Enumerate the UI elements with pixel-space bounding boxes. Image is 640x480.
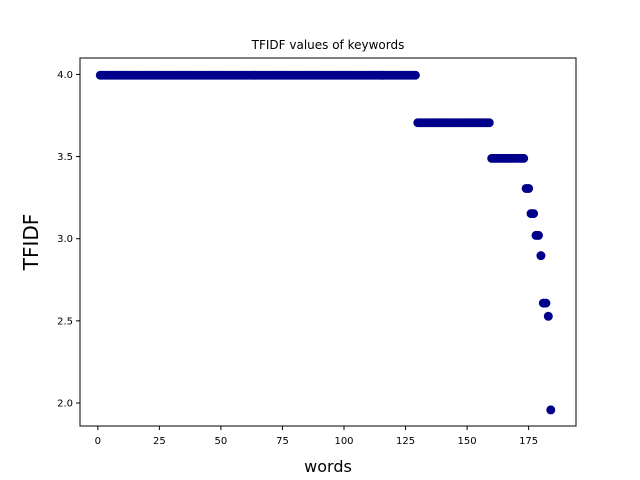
- x-tick-label: 0: [95, 436, 101, 447]
- data-point: [533, 230, 543, 240]
- chart-title: TFIDF values of keywords: [251, 38, 405, 52]
- x-tick-label: 175: [519, 436, 538, 447]
- data-points: [95, 70, 556, 415]
- y-tick-label: 4.0: [57, 70, 73, 81]
- data-point: [543, 311, 553, 321]
- data-point: [536, 251, 546, 261]
- data-point: [519, 153, 529, 163]
- x-tick-label: 75: [276, 436, 289, 447]
- y-tick-label: 2.5: [57, 316, 73, 327]
- y-tick-label: 3.5: [57, 152, 73, 163]
- y-axis: 2.0 2.5 3.0 3.5 4.0: [57, 70, 80, 410]
- x-tick-label: 125: [396, 436, 415, 447]
- data-point: [524, 183, 534, 193]
- x-tick-label: 50: [215, 436, 228, 447]
- data-point: [484, 118, 494, 128]
- y-tick-label: 3.0: [57, 234, 73, 245]
- x-axis: 0 25 50 75 100 125 150 175: [95, 426, 538, 447]
- x-tick-label: 100: [334, 436, 353, 447]
- x-axis-label: words: [304, 457, 352, 476]
- data-point: [529, 209, 539, 219]
- y-tick-label: 2.0: [57, 399, 73, 410]
- data-point: [410, 70, 420, 80]
- data-point: [541, 298, 551, 308]
- y-axis-label: TFIDF: [19, 214, 43, 272]
- x-tick-label: 150: [458, 436, 477, 447]
- x-tick-label: 25: [153, 436, 166, 447]
- data-point: [546, 405, 556, 415]
- plot-frame: [79, 57, 577, 427]
